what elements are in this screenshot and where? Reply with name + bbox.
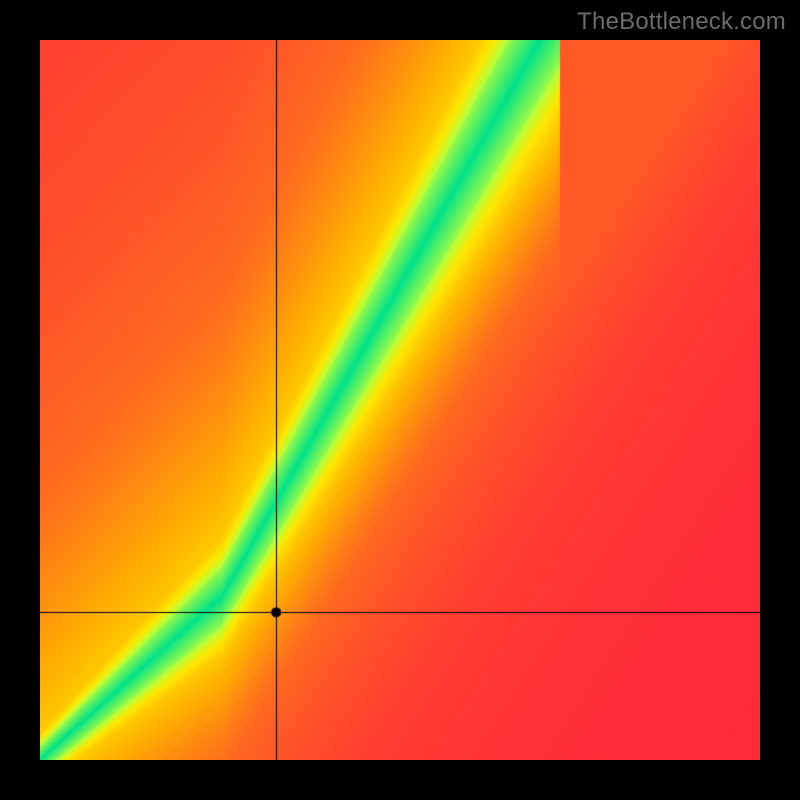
watermark-text: TheBottleneck.com [577, 8, 786, 36]
chart-container: TheBottleneck.com [0, 0, 800, 800]
bottleneck-heatmap [40, 40, 760, 760]
